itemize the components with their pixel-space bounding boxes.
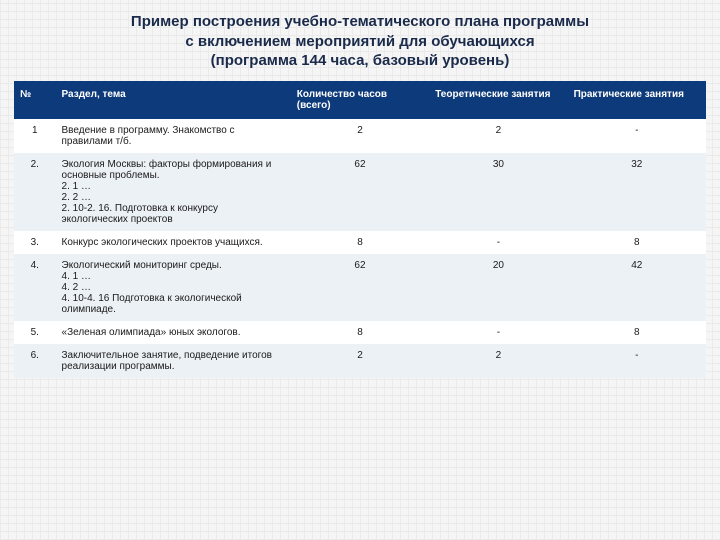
table-row: 6.Заключительное занятие, подведение ито…	[14, 344, 706, 378]
page-title: Пример построения учебно-тематического п…	[14, 12, 706, 71]
cell-num: 3.	[14, 231, 56, 254]
col-header-theory: Теоретические занятия	[429, 81, 567, 119]
table-header-row: № Раздел, тема Количество часов (всего) …	[14, 81, 706, 119]
cell-theory: -	[429, 321, 567, 344]
cell-num: 1	[14, 119, 56, 153]
cell-topic: Экологический мониторинг среды. 4. 1 … 4…	[56, 254, 291, 321]
cell-topic: Экология Москвы: факторы формирования и …	[56, 153, 291, 231]
cell-theory: -	[429, 231, 567, 254]
col-header-practice: Практические занятия	[568, 81, 706, 119]
cell-practice: 32	[568, 153, 706, 231]
cell-topic: Конкурс экологических проектов учащихся.	[56, 231, 291, 254]
curriculum-table: № Раздел, тема Количество часов (всего) …	[14, 81, 706, 378]
cell-theory: 2	[429, 119, 567, 153]
cell-num: 2.	[14, 153, 56, 231]
cell-hours: 2	[291, 119, 429, 153]
cell-num: 6.	[14, 344, 56, 378]
cell-hours: 62	[291, 153, 429, 231]
cell-hours: 8	[291, 321, 429, 344]
cell-topic: Введение в программу. Знакомство с прави…	[56, 119, 291, 153]
cell-hours: 62	[291, 254, 429, 321]
cell-hours: 8	[291, 231, 429, 254]
table-row: 2.Экология Москвы: факторы формирования …	[14, 153, 706, 231]
cell-practice: 8	[568, 321, 706, 344]
table-row: 4.Экологический мониторинг среды. 4. 1 ……	[14, 254, 706, 321]
cell-num: 5.	[14, 321, 56, 344]
cell-theory: 2	[429, 344, 567, 378]
col-header-num: №	[14, 81, 56, 119]
col-header-hours: Количество часов (всего)	[291, 81, 429, 119]
table-row: 3.Конкурс экологических проектов учащихс…	[14, 231, 706, 254]
cell-hours: 2	[291, 344, 429, 378]
cell-practice: 8	[568, 231, 706, 254]
table-row: 5.«Зеленая олимпиада» юных экологов.8-8	[14, 321, 706, 344]
table-row: 1Введение в программу. Знакомство с прав…	[14, 119, 706, 153]
cell-topic: «Зеленая олимпиада» юных экологов.	[56, 321, 291, 344]
cell-topic: Заключительное занятие, подведение итого…	[56, 344, 291, 378]
cell-theory: 20	[429, 254, 567, 321]
col-header-topic: Раздел, тема	[56, 81, 291, 119]
cell-practice: -	[568, 119, 706, 153]
cell-practice: 42	[568, 254, 706, 321]
cell-num: 4.	[14, 254, 56, 321]
cell-theory: 30	[429, 153, 567, 231]
cell-practice: -	[568, 344, 706, 378]
